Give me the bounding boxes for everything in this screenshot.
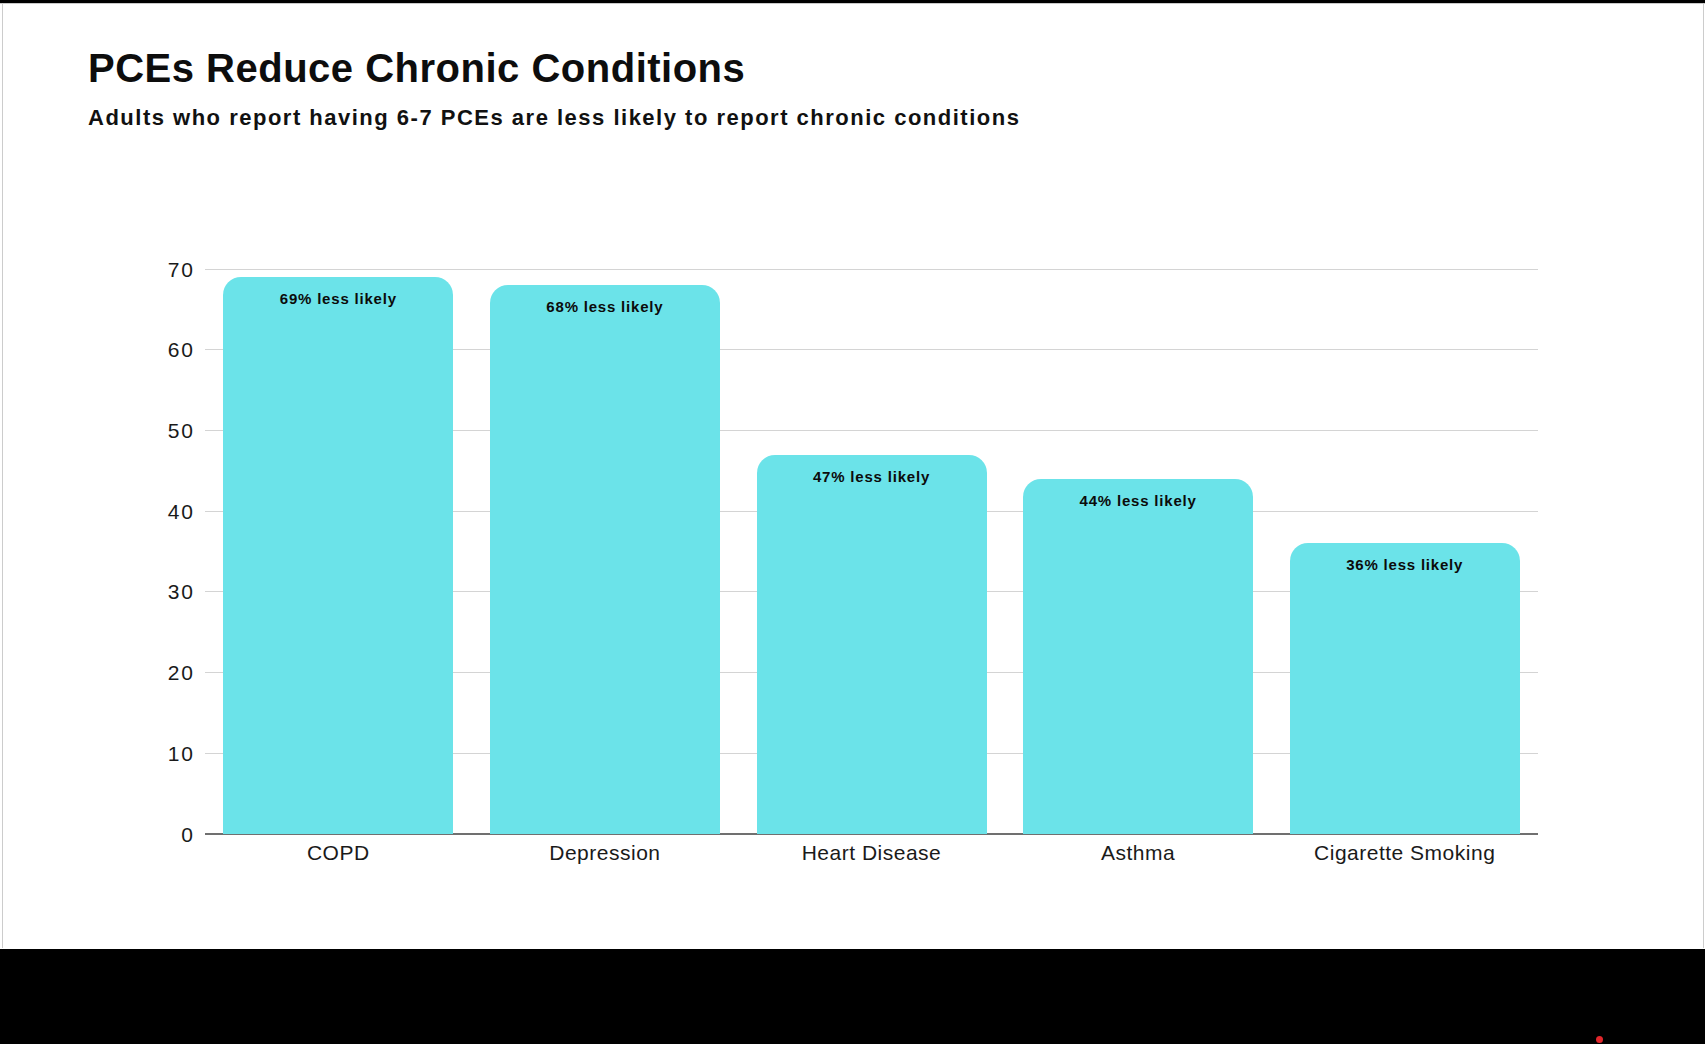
bar-heart-disease: 47% less likely (757, 455, 987, 834)
bar-copd: 69% less likely (223, 277, 453, 834)
x-axis-label-asthma: Asthma (1005, 841, 1272, 865)
x-axis-label-depression: Depression (472, 841, 739, 865)
bar-cigarette-smoking: 36% less likely (1290, 543, 1520, 834)
bar-value-label: 68% less likely (490, 298, 720, 315)
y-axis-tick-0: 0 (115, 824, 195, 845)
x-axis-label-heart-disease: Heart Disease (738, 841, 1005, 865)
x-axis-label-cigarette-smoking: Cigarette Smoking (1271, 841, 1538, 865)
bar-value-label: 47% less likely (757, 468, 987, 485)
slide-canvas: PCEs Reduce Chronic Conditions Adults wh… (0, 0, 1705, 1044)
y-axis-tick-10: 10 (115, 743, 195, 764)
bar-depression: 68% less likely (490, 285, 720, 834)
y-axis-tick-50: 50 (115, 420, 195, 441)
bar-value-label: 36% less likely (1290, 556, 1520, 573)
gridline-y70 (205, 269, 1538, 270)
bar-value-label: 69% less likely (223, 290, 453, 307)
bar-value-label: 44% less likely (1023, 492, 1253, 509)
y-axis-tick-30: 30 (115, 581, 195, 602)
y-axis-tick-40: 40 (115, 501, 195, 522)
y-axis-tick-70: 70 (115, 259, 195, 280)
logo-red-dot (1596, 1036, 1603, 1043)
bar-asthma: 44% less likely (1023, 479, 1253, 834)
bar-chart: 0 10 20 30 40 50 60 70 69% less likely COPD 68% le… (0, 0, 1705, 1044)
y-axis-tick-20: 20 (115, 662, 195, 683)
x-axis-label-copd: COPD (205, 841, 472, 865)
y-axis-tick-60: 60 (115, 339, 195, 360)
footer-band (0, 949, 1705, 1044)
